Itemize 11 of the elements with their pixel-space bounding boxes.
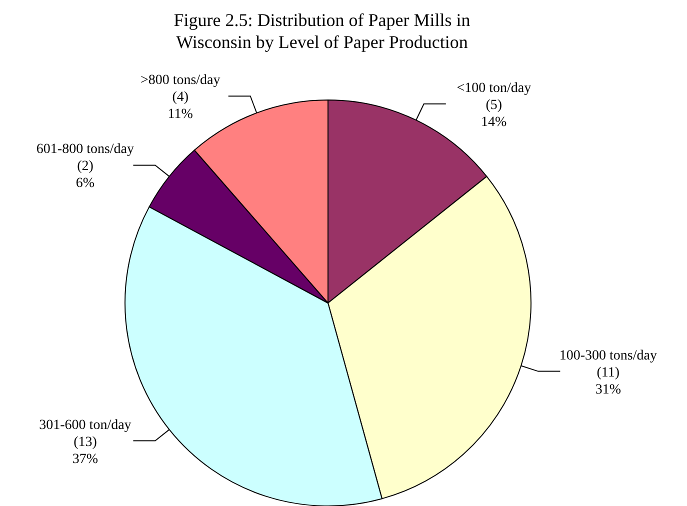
data-label: (2) 6% (76, 159, 95, 192)
data-label: (11) 31% (595, 365, 622, 398)
data-label: (4) 11% (168, 90, 194, 122)
slice-label: 100-300 tons/day (559, 348, 657, 364)
slice-label: 601-800 tons/day (36, 142, 134, 158)
slice-label: >800 tons/day (140, 73, 220, 88)
data-label: (5) 14% (481, 98, 508, 130)
data-label: (13) 37% (72, 434, 98, 467)
slice-label: 301-600 ton/day (39, 418, 132, 433)
chart-title: Figure 2.5: Distribution of Paper Mills in Wisconsin by Level of Paper Production (174, 10, 470, 52)
slice-label: <100 ton/day (456, 80, 532, 96)
